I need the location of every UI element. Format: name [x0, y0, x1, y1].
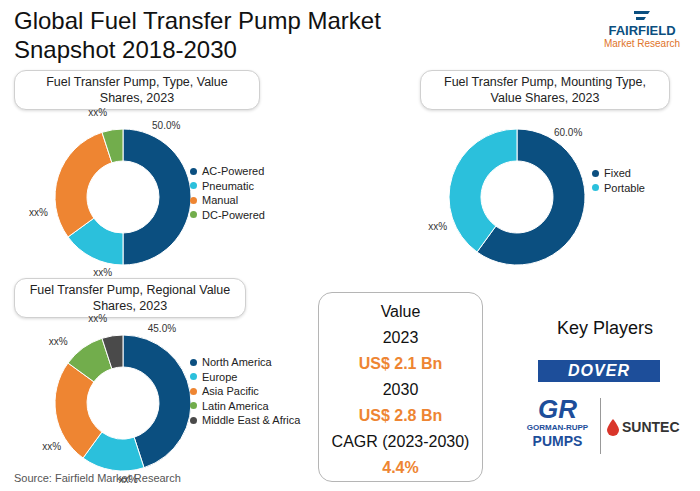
html-text:Portable: Portable — [604, 181, 645, 194]
html-text:Manual: Manual — [202, 194, 239, 207]
html-text:Europe: Europe — [202, 370, 238, 383]
svg-text:xx%: xx% — [88, 107, 107, 118]
html-text:Asia Pacific: Asia Pacific — [202, 385, 259, 398]
html-text:Fuel Transfer Pump, Type, Valu: Fuel Transfer Pump, Type, Value Shares, … — [46, 75, 228, 105]
html-text:Source: Fairfield Market Resea: Source: Fairfield Market Research — [14, 472, 181, 484]
html-text:Fuel Transfer Pump, Mounting T: Fuel Transfer Pump, Mounting Type, Value… — [444, 75, 646, 105]
html-text:US$ 2.8 Bn: US$ 2.8 Bn — [358, 407, 443, 424]
svg-text:60.0%: 60.0% — [554, 127, 582, 138]
html-text:DC-Powered: DC-Powered — [202, 208, 265, 221]
svg-text:xx%: xx% — [42, 441, 61, 452]
svg-text:xx%: xx% — [88, 313, 107, 324]
svg-text:45.0%: 45.0% — [148, 323, 176, 334]
html-text:North America: North America — [202, 356, 272, 369]
html-text:Key Players: Key Players — [557, 318, 653, 338]
html-text:Middle East & Africa: Middle East & Africa — [202, 414, 301, 427]
html-text:GR: GR — [538, 394, 577, 424]
html-text:Value: Value — [380, 303, 421, 320]
html-text:CAGR (2023-2030): CAGR (2023-2030) — [331, 433, 470, 450]
html-text:GORMAN-RUPP: GORMAN-RUPP — [526, 423, 589, 432]
html-text:Global Fuel Transfer Pump Mark: Global Fuel Transfer Pump Market Snapsho… — [14, 7, 381, 63]
html-text:SUNTEC: SUNTEC — [622, 419, 680, 435]
html-text:Fixed: Fixed — [604, 167, 631, 180]
svg-text:50.0%: 50.0% — [152, 120, 180, 131]
svg-text:xx%: xx% — [428, 221, 447, 232]
html-text:Market Research: Market Research — [603, 38, 681, 49]
svg-text:xx%: xx% — [93, 267, 112, 278]
html-text:Latin America: Latin America — [202, 399, 269, 412]
svg-text:xx%: xx% — [49, 336, 68, 347]
html-text:4.4%: 4.4% — [382, 459, 419, 476]
html-text:FAIRFIELD: FAIRFIELD — [608, 23, 676, 38]
html-text:Pneumatic: Pneumatic — [202, 179, 254, 192]
html-text:DOVER: DOVER — [568, 362, 630, 379]
html-text:AC-Powered: AC-Powered — [202, 165, 265, 178]
html-text:2030: 2030 — [382, 381, 419, 398]
html-text:2023: 2023 — [382, 329, 419, 346]
html-text:US$ 2.1 Bn: US$ 2.1 Bn — [358, 355, 443, 372]
svg-text:xx%: xx% — [29, 207, 48, 218]
html-text:PUMPS: PUMPS — [532, 433, 583, 449]
html-text:Fuel Transfer Pump, Regional V: Fuel Transfer Pump, Regional Value Share… — [29, 283, 231, 313]
